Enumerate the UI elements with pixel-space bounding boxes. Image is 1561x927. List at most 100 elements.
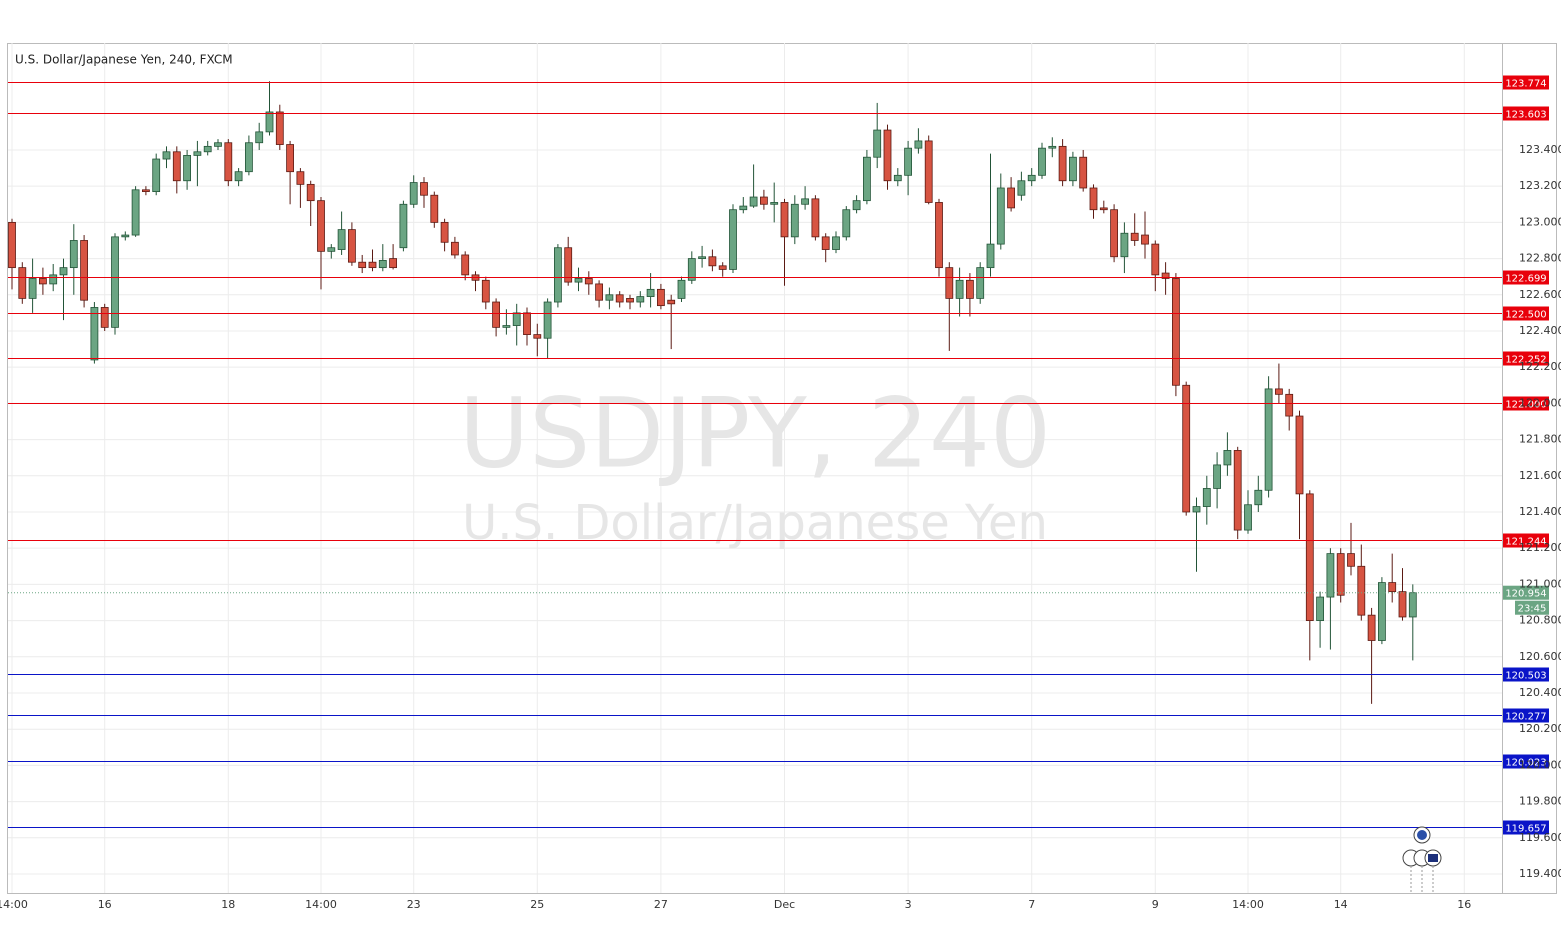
candle-body [1120, 232, 1129, 258]
level-label: 123.774 [1505, 79, 1546, 90]
candle-body [821, 236, 830, 250]
candle-body [1347, 553, 1355, 567]
candle-body [1305, 493, 1314, 621]
candle-body [1316, 596, 1324, 621]
candle-body [502, 325, 511, 328]
candle-body [1408, 592, 1417, 618]
y-tick-label: 121.600 [1519, 469, 1561, 482]
candle-body [718, 265, 727, 270]
x-tick-label: 18 [221, 898, 235, 911]
candle-body [49, 274, 58, 285]
candle-body [512, 312, 521, 326]
candle-body [657, 288, 665, 307]
candle-body [770, 202, 779, 205]
candle-body [687, 258, 696, 281]
level-label: 120.277 [1505, 712, 1546, 723]
candle-body [646, 288, 655, 297]
level-label-bg [1503, 820, 1549, 835]
event-flag [1417, 830, 1427, 840]
candle-body [1048, 145, 1057, 149]
levels: 123.774 123.603 122.699 122.500 122.252 122.0… [8, 75, 1549, 835]
x-tick-label: Dec [774, 898, 795, 911]
candle-body [39, 278, 47, 285]
candle-body [811, 198, 820, 238]
x-tick-label: 14 [1334, 898, 1348, 911]
candle-body [378, 259, 387, 269]
y-tick-label: 122.200 [1519, 360, 1561, 373]
candle-body [358, 261, 367, 269]
y-tick-label: 121.400 [1519, 505, 1561, 518]
candle-body [1007, 187, 1015, 209]
candle-body [626, 297, 634, 303]
level-label-bg [1503, 754, 1549, 769]
last-price-bg [1503, 585, 1549, 600]
candle-body [883, 129, 892, 182]
candle-body [450, 241, 459, 256]
candle-body [1336, 553, 1345, 596]
candle-body [955, 279, 964, 299]
level-label: 122.000 [1505, 400, 1546, 411]
chart-title: U.S. Dollar/Japanese Yen, 240, FXCM [15, 53, 233, 67]
candle-body [863, 156, 871, 202]
candle-body [141, 189, 150, 193]
candle-body [306, 183, 315, 202]
level-label-bg [1503, 106, 1549, 121]
candle-body [1264, 388, 1273, 491]
candle-body [152, 158, 161, 193]
candle-body [265, 111, 274, 133]
candle-body [183, 155, 192, 182]
candle-body [203, 145, 212, 153]
x-tick-label: 14:00 [0, 898, 28, 911]
candle-body [1058, 145, 1067, 182]
candle-body [1388, 582, 1397, 593]
candle-body [1275, 388, 1283, 395]
y-tick-label: 122.600 [1519, 288, 1561, 301]
candle-body [1079, 156, 1088, 189]
candle-body [234, 171, 243, 182]
candle-body [317, 200, 325, 252]
candles [8, 81, 1417, 704]
x-tick-label: 25 [530, 898, 544, 911]
level-label: 120.503 [1505, 671, 1546, 682]
candle-body [461, 254, 470, 276]
y-tick-label: 121.000 [1519, 577, 1561, 590]
candle-body [8, 221, 16, 269]
watermark-symbol: USDJPY, 240 [459, 377, 1051, 489]
candle-body [1398, 591, 1407, 618]
x-tick-label: 16 [1457, 898, 1471, 911]
level-label-bg [1503, 667, 1549, 682]
candle-body [244, 142, 253, 173]
level-label: 122.500 [1505, 310, 1546, 321]
y-tick-label: 119.400 [1519, 867, 1561, 880]
candle-body [554, 247, 562, 303]
candle-body [605, 294, 614, 301]
candle-body [481, 279, 490, 303]
candle-body [275, 111, 284, 145]
level-label: 123.603 [1505, 110, 1546, 121]
y-tick-label: 120.600 [1519, 650, 1561, 663]
candle-body [1285, 393, 1294, 417]
candle-body [739, 205, 748, 211]
candle-body [893, 174, 902, 182]
x-tick-label: 23 [407, 898, 421, 911]
candle-body [1378, 582, 1386, 641]
candle-body [121, 234, 130, 238]
candle-body [1069, 156, 1077, 182]
x-tick-label: 16 [98, 898, 112, 911]
candle-body [615, 294, 624, 303]
event-flag [1428, 854, 1438, 862]
candle-body [904, 147, 912, 176]
candle-body [935, 202, 943, 269]
candle-body [1161, 272, 1170, 279]
last-price-label: 120.954 [1505, 589, 1546, 600]
candle-body [677, 279, 686, 299]
candle-body [976, 267, 985, 299]
x-tick-label: 14:00 [305, 898, 337, 911]
candle-body [1110, 209, 1118, 258]
y-tick-label: 120.800 [1519, 614, 1561, 627]
level-label-bg [1503, 708, 1549, 723]
candle-body [18, 267, 27, 299]
x-tick-label: 7 [1028, 898, 1035, 911]
y-tick-label: 123.200 [1519, 179, 1561, 192]
